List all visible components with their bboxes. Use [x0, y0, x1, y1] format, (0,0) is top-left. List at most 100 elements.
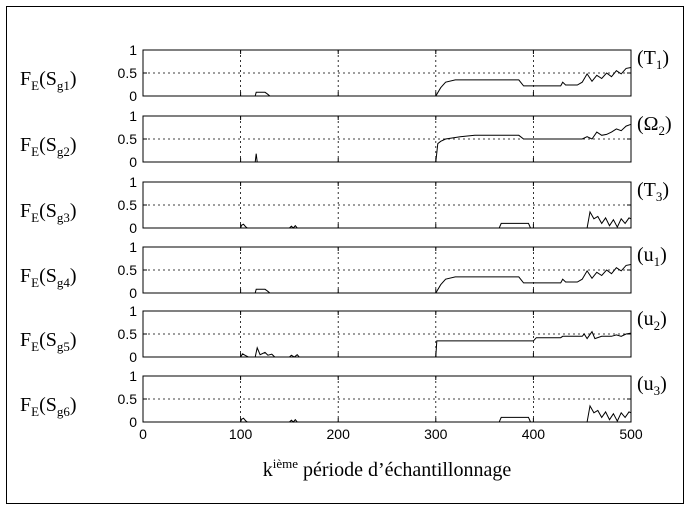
y-tick-label: 1 — [129, 174, 137, 190]
axes-box — [142, 246, 632, 294]
ylabel-mid: (S — [39, 68, 57, 90]
right-label-post: ) — [660, 373, 667, 395]
ylabel-mid: (S — [39, 200, 57, 222]
x-tick-label: 500 — [619, 426, 643, 442]
panel-right-label: (T3) — [637, 179, 669, 204]
panel-ylabel: FE(Sg3) — [20, 200, 77, 225]
ylabel-sub2: g6 — [57, 404, 71, 419]
y-tick-label: 0 — [129, 349, 137, 365]
plot-area — [143, 50, 631, 96]
right-label-post: ) — [662, 179, 669, 201]
x-tick-label: 200 — [327, 426, 351, 442]
ylabel-base: F — [20, 134, 31, 156]
x-tick-label: 100 — [229, 426, 253, 442]
ylabel-base: F — [20, 394, 31, 416]
panel-ylabel: FE(Sg2) — [20, 134, 77, 159]
panel-4: 0 0.5 1 FE(Sg4) (u1) — [20, 239, 667, 301]
panel-3: 0 0.5 1 FE(Sg3) (T3) — [20, 174, 669, 236]
right-label-sub: 1 — [654, 254, 661, 269]
series-line — [143, 210, 632, 229]
y-tick-label: 1 — [129, 42, 137, 58]
y-tick-label: 1 — [129, 303, 137, 319]
right-label-pre: (u — [637, 244, 654, 266]
panel-ylabel: FE(Sg5) — [20, 329, 77, 354]
panel-ylabel: FE(Sg1) — [20, 68, 77, 93]
ylabel-mid: (S — [39, 329, 57, 351]
panel-ylabel: FE(Sg4) — [20, 265, 77, 290]
xlabel-sup: ième — [273, 456, 298, 471]
x-axis-label: kième période d’échantillonnage — [263, 456, 512, 481]
ylabel-mid: (S — [39, 394, 57, 416]
plot-area — [143, 376, 631, 422]
ylabel-end: ) — [70, 329, 77, 351]
y-tick-label: 0 — [129, 285, 137, 301]
y-tick-label: 0 — [129, 88, 137, 104]
right-label-sub: 2 — [659, 123, 666, 138]
axes-box — [142, 310, 632, 358]
right-label-sub: 2 — [654, 318, 661, 333]
y-tick-label: 0.5 — [118, 391, 138, 407]
plot-area — [143, 247, 631, 293]
xlabel-base: k — [263, 459, 273, 481]
y-tick-label: 1 — [129, 368, 137, 384]
right-label-post: ) — [660, 308, 667, 330]
right-label-pre: (T — [637, 179, 656, 201]
right-label-pre: (T — [637, 47, 656, 69]
right-label-sub: 1 — [656, 57, 663, 72]
ylabel-end: ) — [70, 200, 77, 222]
ylabel-base: F — [20, 329, 31, 351]
x-tick-label: 0 — [139, 426, 147, 442]
y-tick-label: 0.5 — [118, 326, 138, 342]
ylabel-sub1: E — [31, 144, 39, 159]
ylabel-sub2: g5 — [57, 339, 70, 354]
ylabel-sub1: E — [31, 339, 39, 354]
plot-area — [143, 182, 631, 228]
y-tick-label: 0 — [129, 414, 137, 430]
ylabel-sub2: g4 — [57, 275, 71, 290]
ylabel-sub1: E — [31, 275, 39, 290]
ylabel-sub1: E — [31, 78, 39, 93]
ylabel-sub2: g1 — [57, 78, 70, 93]
right-label-sub: 3 — [656, 189, 663, 204]
y-tick-label: 0.5 — [118, 65, 138, 81]
panel-right-label: (Ω2) — [637, 113, 672, 138]
series-line — [143, 404, 632, 423]
ylabel-base: F — [20, 265, 31, 287]
axes-box — [142, 375, 632, 423]
panel-right-label: (u3) — [637, 373, 667, 398]
ylabel-mid: (S — [39, 134, 57, 156]
ylabel-end: ) — [70, 134, 77, 156]
x-tick-label: 400 — [522, 426, 546, 442]
right-label-pre: (u — [637, 373, 654, 395]
ylabel-base: F — [20, 200, 31, 222]
plot-area — [143, 311, 631, 357]
panel-6: 0 0.5 1 FE(Sg6) (u3) — [20, 368, 667, 430]
right-label-post: ) — [660, 244, 667, 266]
x-tick-label: 300 — [424, 426, 448, 442]
right-label-post: ) — [665, 113, 672, 135]
right-label-pre: (Ω — [637, 113, 659, 135]
panel-ylabel: FE(Sg6) — [20, 394, 77, 419]
panel-right-label: (u2) — [637, 308, 667, 333]
ylabel-end: ) — [70, 394, 77, 416]
right-label-sub: 3 — [654, 383, 661, 398]
xlabel-rest: période d’échantillonnage — [298, 459, 511, 481]
y-tick-label: 0 — [129, 154, 137, 170]
ylabel-base: F — [20, 68, 31, 90]
series-line — [143, 264, 632, 294]
right-label-post: ) — [662, 47, 669, 69]
ylabel-sub2: g3 — [57, 210, 70, 225]
ylabel-end: ) — [70, 265, 77, 287]
y-tick-label: 0.5 — [118, 197, 138, 213]
figure-frame — [6, 6, 684, 504]
y-tick-label: 0.5 — [118, 131, 138, 147]
axes-box — [142, 181, 632, 229]
y-tick-label: 0 — [129, 220, 137, 236]
ylabel-sub2: g2 — [57, 144, 70, 159]
y-tick-label: 0.5 — [118, 262, 138, 278]
panel-right-label: (u1) — [637, 244, 667, 269]
